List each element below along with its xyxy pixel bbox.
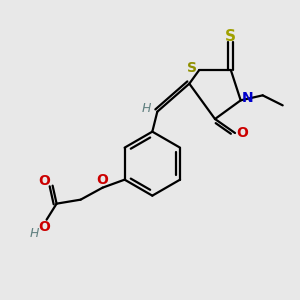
Text: O: O [39, 220, 50, 234]
Text: O: O [236, 126, 248, 140]
Text: H: H [142, 102, 151, 115]
Text: S: S [225, 29, 236, 44]
Text: S: S [187, 61, 197, 75]
Text: H: H [30, 227, 39, 240]
Text: O: O [97, 173, 109, 187]
Text: N: N [242, 91, 254, 105]
Text: O: O [39, 174, 50, 188]
